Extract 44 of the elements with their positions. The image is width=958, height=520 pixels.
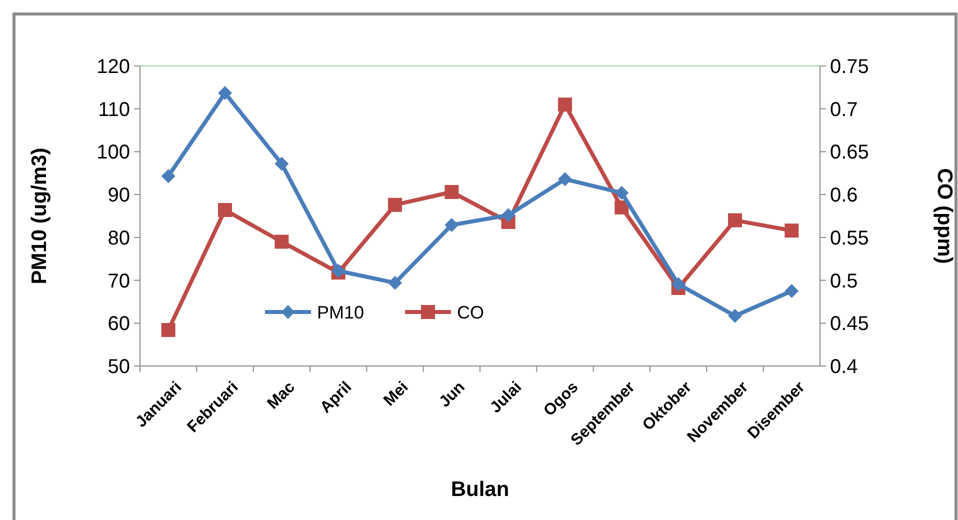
point xyxy=(784,224,799,238)
point xyxy=(274,156,289,171)
y2-tick-label: 0.5 xyxy=(830,270,858,292)
x-tick-label: Mac xyxy=(264,378,298,413)
legend-label: PM10 xyxy=(317,302,364,322)
point xyxy=(728,213,742,228)
y-tick-label: 90 xyxy=(108,184,130,207)
point xyxy=(388,198,402,212)
x-tick-label: Jun xyxy=(436,378,468,411)
y2-tick-label: 0.45 xyxy=(830,313,869,336)
point xyxy=(388,276,402,290)
y2-tick-label: 0.7 xyxy=(830,98,858,121)
point xyxy=(614,186,629,200)
y-tick-label: 80 xyxy=(108,227,130,250)
y-tick-label: 60 xyxy=(108,313,130,336)
point xyxy=(274,234,289,249)
point xyxy=(444,218,459,232)
point xyxy=(558,172,572,186)
y-tick-label: 50 xyxy=(108,356,130,378)
y2-tick-label: 0.75 xyxy=(830,56,869,78)
y2-tick-label: 0.55 xyxy=(830,227,869,250)
point xyxy=(728,308,742,323)
y-tick-label: 100 xyxy=(96,142,130,164)
point xyxy=(444,185,459,199)
y2-tick-label: 0.4 xyxy=(830,356,858,378)
y-tick-label: 70 xyxy=(108,270,130,292)
point xyxy=(218,203,232,217)
y2-tick-label: 0.6 xyxy=(830,184,858,207)
y-tick-label: 110 xyxy=(98,98,130,121)
y2-tick-label: 0.65 xyxy=(830,142,869,164)
y-tick-label: 120 xyxy=(96,56,130,78)
legend-label: CO xyxy=(457,302,484,322)
point xyxy=(671,277,686,292)
point xyxy=(558,98,572,112)
x-axis-title: Bulan xyxy=(450,478,510,501)
point xyxy=(161,169,176,184)
point xyxy=(501,208,516,222)
point xyxy=(614,200,629,214)
y-axis-title: PM10 (ug/m3) xyxy=(28,148,51,284)
point xyxy=(218,86,232,100)
point xyxy=(784,284,799,298)
point xyxy=(161,323,176,337)
y2-axis-title: CO (ppm) xyxy=(933,168,956,264)
x-tick-label: Mei xyxy=(380,378,412,410)
